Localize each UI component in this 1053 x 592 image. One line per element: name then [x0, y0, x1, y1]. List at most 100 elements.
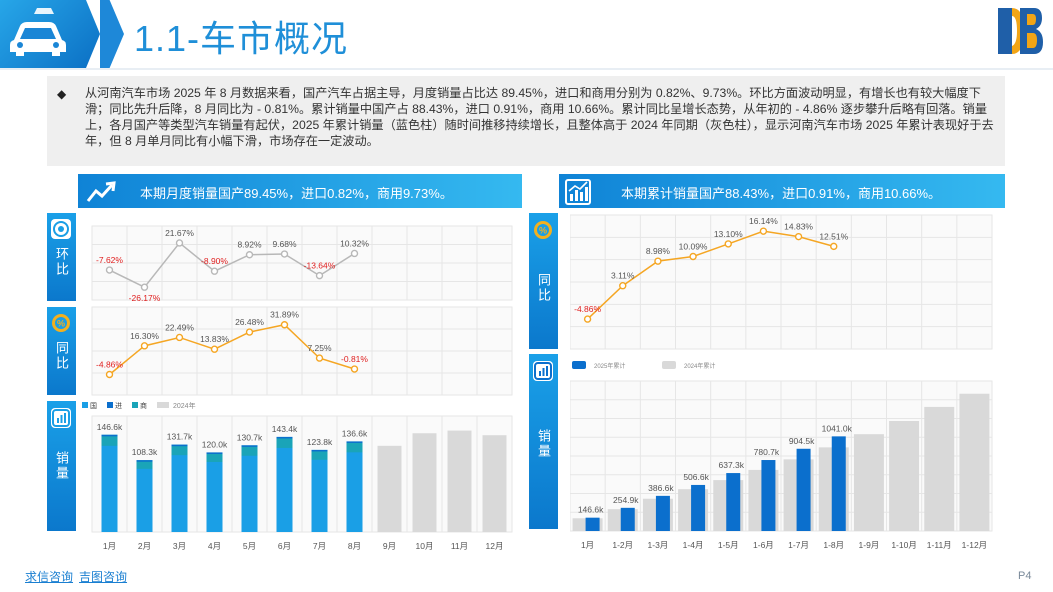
left-sales-tick-label: 7月	[313, 541, 326, 551]
header-divider	[0, 68, 1053, 70]
left-legend-label: 2024年	[173, 401, 196, 410]
left-mom-point	[315, 271, 324, 280]
right-sales-bar-2025	[726, 473, 741, 531]
right-sales-bar-2024	[889, 421, 920, 531]
right-sales-bar-2024	[853, 434, 884, 531]
left-legend-swatch	[132, 402, 138, 408]
svg-text:%: %	[539, 226, 547, 236]
percent-badge-icon: %	[533, 220, 553, 240]
left-sales-tick-label: 4月	[208, 541, 221, 551]
right-yoy-point	[689, 252, 697, 261]
right-sales-bar-2024	[959, 393, 990, 531]
right-sales-data-label: 146.6k	[578, 505, 604, 515]
left-mom-point	[140, 283, 149, 291]
left-sales-data-label: 108.3k	[132, 447, 158, 457]
left-sales-tick-label: 10月	[416, 541, 434, 551]
left-banner-text: 本期月度销量国产89.45%，进口0.82%，商用9.73%。	[140, 186, 453, 201]
right-charts: -4.86% 3.11% 8.98% 10.09% 13.10% 16.14% 14.83%…	[570, 214, 993, 550]
right-sales-tick-label: 1-6月	[753, 540, 774, 550]
left-yoy-point	[210, 345, 219, 353]
right-yoy-label-text: 同比	[536, 273, 551, 303]
right-sales-bar-2025	[585, 517, 600, 531]
right-sales-bar-2025	[831, 436, 846, 531]
left-sales-bar-domestic	[276, 436, 293, 532]
right-sales-label: 销量	[529, 354, 558, 529]
left-sales-bar-domestic	[101, 434, 118, 532]
left-sales-data-label: 146.6k	[97, 422, 123, 432]
right-yoy-data-label: 8.98%	[646, 246, 671, 256]
left-sales-bar-domestic	[206, 452, 223, 532]
right-sales-tick-label: 1月	[581, 540, 594, 550]
right-sales-data-label: 506.6k	[683, 472, 709, 482]
right-legend-swatch-2025	[572, 361, 586, 369]
left-yoy-point	[105, 370, 114, 379]
right-yoy-point	[583, 315, 592, 323]
right-legend-label-2024: 2024年累计	[684, 362, 715, 370]
left-sales-bar-commercial	[346, 441, 363, 453]
footer-brand-1[interactable]: 求信咨询	[25, 570, 74, 584]
right-sales-bar-2025	[620, 507, 635, 531]
left-sales-bar-commercial	[311, 449, 328, 460]
right-sales-tick-label: 1-8月	[823, 540, 844, 550]
left-mom-point	[245, 251, 254, 259]
bar-trend-icon	[565, 179, 591, 205]
left-sales-bar-import	[346, 441, 363, 443]
right-sales-label-text: 销量	[536, 429, 551, 459]
right-yoy-point	[619, 282, 627, 290]
right-sales-bar-2025	[691, 484, 706, 531]
left-yoy-point	[245, 328, 254, 336]
left-legend-label: 商	[140, 401, 147, 410]
left-yoy-label: % 同比	[47, 307, 76, 395]
svg-text:%: %	[57, 319, 65, 329]
right-sales-bar-2025	[761, 460, 776, 531]
left-sales-tick-label: 11月	[451, 541, 468, 551]
right-sales-data-label: 1041.0k	[822, 423, 853, 433]
left-yoy-point	[280, 321, 289, 329]
left-sales-bar-import	[101, 434, 118, 437]
left-sales-data-label: 123.8k	[307, 437, 333, 447]
footer-brands[interactable]: 求信咨询 吉图咨询	[25, 568, 133, 585]
left-sales-tick-label: 9月	[383, 541, 396, 551]
right-sales-data-label: 254.9k	[613, 495, 639, 505]
brand-logo-icon	[998, 8, 1043, 54]
left-mom-data-label: 8.92%	[237, 240, 262, 250]
header-bar: 1.1-车市概况	[0, 0, 1053, 70]
left-mom-point	[350, 249, 359, 258]
left-yoy-data-label: 22.49%	[165, 322, 194, 332]
bullet-diamond-icon: ◆	[57, 87, 67, 101]
left-legend-swatch	[157, 402, 169, 408]
sales-label-text: 销量	[54, 451, 69, 481]
left-sales-tick-label: 6月	[278, 541, 291, 551]
left-sales-bar-domestic	[346, 441, 363, 532]
left-sales-data-label: 143.4k	[272, 424, 298, 434]
left-mom-data-label: -13.64%	[304, 261, 336, 271]
left-sales-bar-2024	[377, 445, 402, 532]
left-sales-tick-label: 5月	[243, 541, 256, 551]
left-yoy-data-label: 13.83%	[200, 334, 229, 344]
header-arrow	[100, 0, 124, 68]
right-yoy-label: % 同比	[529, 213, 558, 349]
left-yoy-series-line	[109, 323, 355, 376]
left-sales-bar-import	[241, 445, 258, 447]
left-mom-point	[105, 266, 114, 274]
left-mom-series-line	[109, 241, 355, 289]
left-sales-data-label: 131.7k	[167, 432, 193, 442]
left-sales-tick-label: 2月	[138, 541, 151, 551]
right-yoy-point	[794, 232, 803, 241]
right-sales-bar-2025	[655, 495, 670, 531]
footer-brand-2[interactable]: 吉图咨询	[79, 570, 128, 584]
right-sales-tick-label: 1-2月	[612, 540, 633, 550]
mom-label-text: 环比	[54, 247, 69, 277]
right-yoy-data-label: -4.86%	[574, 304, 601, 314]
left-yoy-data-label: 31.89%	[270, 310, 299, 320]
right-yoy-data-label: 12.51%	[819, 231, 848, 241]
left-legend-label: 进	[115, 402, 122, 410]
bar-chart-icon	[533, 361, 553, 381]
car-icon	[10, 8, 66, 56]
left-sales-bar-import	[311, 449, 328, 452]
left-sales-bar-commercial	[136, 460, 153, 469]
left-yoy-data-label: 7.25%	[307, 343, 332, 353]
left-sales-data-label: 120.0k	[202, 439, 228, 449]
left-mom-data-label: -7.62%	[96, 255, 123, 265]
left-mom-data-label: 9.68%	[272, 239, 297, 249]
